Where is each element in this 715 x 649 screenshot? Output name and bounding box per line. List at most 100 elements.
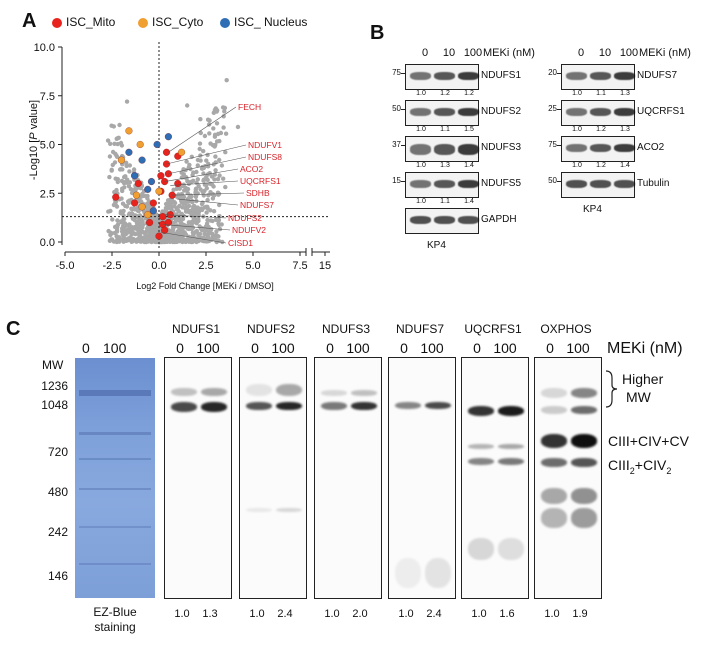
bn-band	[276, 402, 302, 410]
bn-band	[351, 390, 377, 396]
bn-band	[425, 402, 451, 409]
background-point	[210, 234, 215, 239]
band	[590, 180, 611, 188]
background-point	[212, 172, 217, 177]
background-point	[207, 171, 212, 176]
background-point	[192, 204, 197, 209]
background-point	[215, 131, 221, 137]
point-iscmito	[155, 232, 163, 240]
background-point	[198, 116, 203, 122]
y-tick-label: 10.0	[34, 42, 55, 54]
bn-band	[541, 388, 567, 398]
band	[434, 144, 455, 155]
background-point	[204, 235, 210, 241]
bn-band	[498, 406, 524, 416]
supercomplex-label-2: CIII2+CIV2	[608, 457, 671, 476]
protein-label: ACO2	[637, 142, 665, 153]
background-point	[179, 191, 184, 197]
mw-tick	[401, 73, 405, 74]
y-axis-title-italic: P	[28, 132, 40, 140]
bn-band	[395, 558, 421, 588]
y-axis-title-suffix: value]	[28, 99, 40, 133]
background-point	[215, 233, 220, 239]
bn-band	[321, 402, 347, 410]
bn-band	[276, 508, 302, 512]
background-point	[186, 220, 192, 225]
bn-blot-oxphos	[534, 357, 602, 599]
background-point	[129, 231, 134, 237]
background-point	[108, 208, 113, 214]
meki-label: MEKi (nM)	[483, 47, 535, 59]
bn-band	[571, 434, 597, 448]
bn-band	[276, 384, 302, 396]
bn-conc-label: 0	[400, 340, 408, 356]
gel-stain-band	[79, 563, 151, 565]
bn-conc-label: 100	[493, 340, 517, 356]
background-point	[213, 154, 218, 159]
annotation-uqcrfs1: UQCRFS1	[240, 176, 281, 186]
background-point	[124, 238, 129, 243]
bn-band	[498, 458, 524, 465]
sc2-sub-2: 2	[666, 465, 672, 476]
quant-value: 1.2	[596, 126, 606, 133]
point-isccyto	[125, 127, 133, 135]
band	[434, 72, 455, 80]
legend-marker-mito	[52, 18, 62, 28]
background-point	[134, 239, 139, 244]
y-tick-label: 0.0	[40, 237, 55, 249]
background-point	[136, 219, 142, 225]
background-point	[127, 225, 133, 231]
background-point	[130, 216, 136, 221]
bn-blot-title: NDUFS3	[321, 322, 370, 336]
background-point	[208, 141, 213, 146]
x-tick-label: -2.5	[103, 260, 122, 272]
bn-band	[246, 508, 272, 512]
quant-value: 1.0	[416, 90, 426, 97]
background-point	[160, 209, 165, 214]
bn-quant-value: 1.0	[471, 608, 487, 620]
annotation-ndufs8: NDUFS8	[248, 152, 282, 162]
bn-blot-ndufs7	[388, 357, 456, 599]
point-iscmito	[161, 226, 169, 234]
background-point	[223, 184, 228, 190]
background-point	[214, 139, 220, 144]
background-point	[115, 177, 121, 182]
bn-band	[246, 384, 272, 396]
background-point	[221, 176, 226, 181]
mw-ladder-value: 146	[47, 569, 68, 583]
bn-band	[571, 406, 597, 414]
background-point	[129, 207, 135, 212]
quant-value: 1.5	[464, 126, 474, 133]
point-iscnucleus	[164, 133, 172, 141]
background-point	[175, 195, 181, 200]
background-point	[213, 107, 218, 112]
bn-band	[246, 402, 272, 410]
quant-value: 1.0	[572, 90, 582, 97]
quant-value: 1.4	[464, 198, 474, 205]
background-point	[122, 185, 127, 190]
blot-gapdh	[405, 208, 479, 234]
background-point	[184, 159, 189, 164]
blot-tubulin	[561, 172, 635, 198]
protein-label: UQCRFS1	[637, 106, 685, 117]
y-tick-label: 7.5	[40, 91, 55, 103]
background-point	[107, 154, 113, 159]
bn-quant-value: 1.0	[174, 608, 190, 620]
x-tick-label: 2.5	[198, 260, 213, 272]
background-point	[193, 187, 198, 192]
bn-conc-label: 0	[251, 340, 259, 356]
background-point	[108, 141, 113, 146]
bn-quant-value: 1.0	[544, 608, 560, 620]
quant-value: 1.3	[620, 90, 630, 97]
background-point	[171, 234, 176, 239]
bn-band	[468, 406, 494, 416]
annotation-leader	[164, 214, 227, 219]
point-iscmito	[157, 172, 165, 180]
background-point	[171, 187, 176, 192]
mw-tick	[557, 145, 561, 146]
bn-conc-label: 0	[176, 340, 184, 356]
point-iscmito	[159, 213, 167, 221]
mw-marker: 50	[548, 176, 557, 185]
panel-c-meki-label: MEKi (nM)	[607, 340, 683, 357]
bn-blot-ndufs1	[164, 357, 232, 599]
